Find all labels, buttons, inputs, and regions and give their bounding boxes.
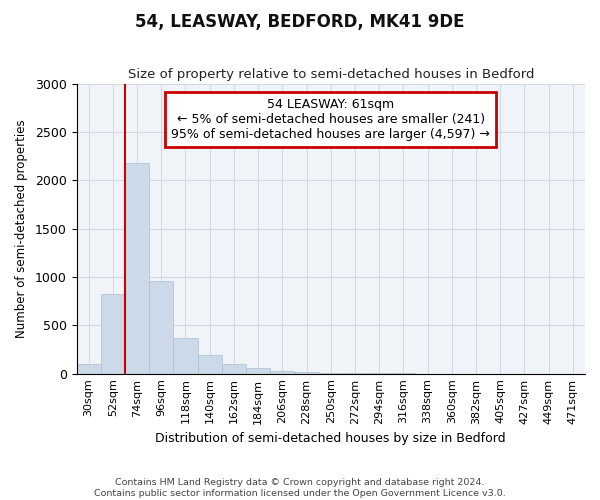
Bar bbox=[319, 372, 343, 374]
Bar bbox=[125, 163, 149, 374]
Text: 54 LEASWAY: 61sqm
← 5% of semi-detached houses are smaller (241)
95% of semi-det: 54 LEASWAY: 61sqm ← 5% of semi-detached … bbox=[172, 98, 490, 141]
Bar bbox=[149, 281, 173, 374]
Title: Size of property relative to semi-detached houses in Bedford: Size of property relative to semi-detach… bbox=[128, 68, 534, 81]
Bar bbox=[101, 294, 125, 374]
Text: 54, LEASWAY, BEDFORD, MK41 9DE: 54, LEASWAY, BEDFORD, MK41 9DE bbox=[135, 12, 465, 30]
X-axis label: Distribution of semi-detached houses by size in Bedford: Distribution of semi-detached houses by … bbox=[155, 432, 506, 445]
Bar bbox=[295, 372, 319, 374]
Text: Contains HM Land Registry data © Crown copyright and database right 2024.
Contai: Contains HM Land Registry data © Crown c… bbox=[94, 478, 506, 498]
Bar bbox=[173, 338, 197, 374]
Bar bbox=[246, 368, 270, 374]
Bar bbox=[77, 364, 101, 374]
Bar bbox=[197, 356, 222, 374]
Bar bbox=[270, 371, 295, 374]
Bar bbox=[222, 364, 246, 374]
Y-axis label: Number of semi-detached properties: Number of semi-detached properties bbox=[15, 120, 28, 338]
